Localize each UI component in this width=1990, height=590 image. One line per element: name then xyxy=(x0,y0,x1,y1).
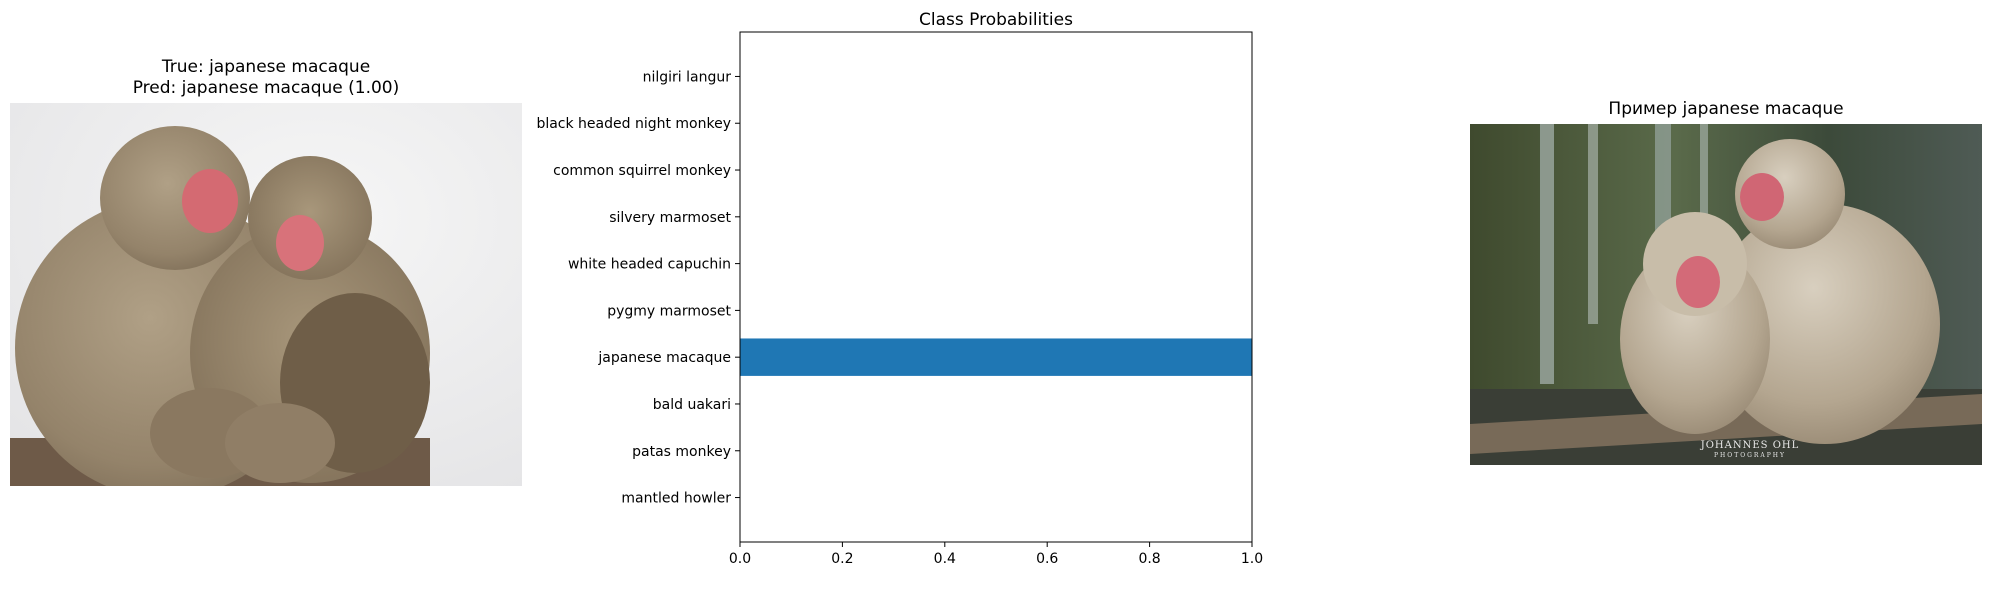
y-tick-label: black headed night monkey xyxy=(536,116,731,132)
watermark-line-2: PHOTOGRAPHY xyxy=(1714,452,1786,459)
macaque-photo-forest xyxy=(1470,124,1982,465)
plot-frame xyxy=(739,31,1253,543)
x-tick-label: 0.8 xyxy=(1138,551,1160,567)
y-tick-label: patas monkey xyxy=(632,444,731,460)
chart-title: Class Probabilities xyxy=(919,10,1073,30)
x-tick-label: 0.6 xyxy=(1036,551,1058,567)
right-title: Пример japanese macaque xyxy=(1608,99,1844,119)
x-tick-label: 0.2 xyxy=(831,551,853,567)
x-tick-label: 1.0 xyxy=(1241,551,1263,567)
bar-japanese-macaque xyxy=(740,338,1252,376)
y-tick-label: white headed capuchin xyxy=(568,257,731,273)
example-image: JOHANNES OHL PHOTOGRAPHY xyxy=(1470,124,1982,465)
y-tick-label: bald uakari xyxy=(653,397,731,413)
macaque-photo-snow xyxy=(10,103,522,486)
y-tick-label: pygmy marmoset xyxy=(607,303,731,319)
y-tick-label: japanese macaque xyxy=(597,350,731,366)
x-tick-label: 0.0 xyxy=(729,551,751,567)
y-tick-label: nilgiri langur xyxy=(643,69,732,85)
y-tick-label: silvery marmoset xyxy=(609,210,731,226)
y-tick-label: mantled howler xyxy=(621,491,731,507)
predicted-image xyxy=(10,103,522,486)
x-tick-label: 0.4 xyxy=(934,551,956,567)
left-title-pred: Pred: japanese macaque (1.00) xyxy=(132,78,400,98)
watermark-line-1: JOHANNES OHL xyxy=(1700,440,1800,451)
photo-watermark: JOHANNES OHL PHOTOGRAPHY xyxy=(1680,441,1820,461)
y-tick-label: common squirrel monkey xyxy=(553,163,731,179)
left-title-true: True: japanese macaque xyxy=(161,57,371,77)
